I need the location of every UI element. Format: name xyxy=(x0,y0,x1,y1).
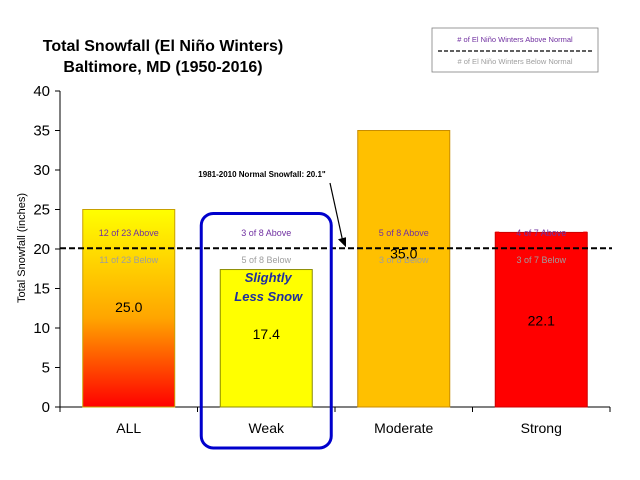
legend-below-label: # of El Niño Winters Below Normal xyxy=(457,57,572,66)
bar-all xyxy=(82,209,176,408)
x-category-label: Weak xyxy=(248,420,285,436)
annotation-line-1: Slightly xyxy=(245,270,293,285)
y-tick-label: 30 xyxy=(33,162,50,179)
bar-moderate xyxy=(357,130,451,408)
normal-snowfall-arrow-shaft xyxy=(329,182,344,243)
y-tick-label: 20 xyxy=(33,241,50,258)
bar-weak xyxy=(219,269,313,408)
above-count-label: 5 of 8 Above xyxy=(379,228,429,238)
bar-value-label: 17.4 xyxy=(253,326,280,342)
above-count-label: 3 of 8 Above xyxy=(241,228,291,238)
y-tick-label: 15 xyxy=(33,281,50,298)
y-tick-label: 40 xyxy=(33,83,50,100)
below-count-label: 3 of 8 Below xyxy=(379,255,429,265)
bar-value-label: 25.0 xyxy=(115,299,142,315)
x-category-label: Strong xyxy=(521,420,562,436)
bar-strong-left-post xyxy=(495,231,500,233)
y-axis-label: Total Snowfall (inches) xyxy=(16,193,28,303)
x-category-label: Moderate xyxy=(374,420,433,436)
bar-value-label: 35.0 xyxy=(390,245,417,261)
axes: 0 5 10 15 20 25 30 35 40 ALL Weak Moderate Strong xyxy=(33,83,611,436)
below-count-label: 3 of 7 Below xyxy=(516,255,566,265)
annotation-line-2: Less Snow xyxy=(234,289,303,304)
bars: 12 of 23 Above 11 of 23 Below 3 of 8 Above… xyxy=(82,130,588,408)
y-tick-label: 10 xyxy=(33,320,50,337)
chart-title-line-2: Baltimore, MD (1950-2016) xyxy=(63,59,262,76)
chart-title-line-1: Total Snowfall (El Niño Winters) xyxy=(43,38,283,55)
x-category-label: ALL xyxy=(116,420,141,436)
normal-snowfall-arrow-head xyxy=(338,237,346,248)
bar-strong-right-post xyxy=(583,231,588,233)
y-tick-label: 0 xyxy=(42,399,50,416)
normal-line-group: 1981-2010 Normal Snowfall: 20.1" xyxy=(60,170,612,250)
legend-above-label: # of El Niño Winters Above Normal xyxy=(457,35,573,44)
legend: # of El Niño Winters Above Normal # of E… xyxy=(431,27,599,73)
legend-box xyxy=(431,27,599,73)
below-count-label: 11 of 23 Below xyxy=(99,255,158,265)
y-tick-label: 25 xyxy=(33,202,50,219)
below-count-label: 5 of 8 Below xyxy=(241,255,291,265)
normal-snowfall-label: 1981-2010 Normal Snowfall: 20.1" xyxy=(198,170,326,179)
bar-value-label: 22.1 xyxy=(528,313,555,329)
weak-highlight-box xyxy=(199,211,333,450)
y-tick-label: 5 xyxy=(42,360,50,377)
above-count-label: 12 of 23 Above xyxy=(99,228,159,238)
y-tick-label: 35 xyxy=(33,123,50,140)
highlight-group: Slightly Less Snow xyxy=(199,211,333,450)
bar-strong xyxy=(494,231,588,408)
above-count-label: 4 of 7 Above xyxy=(516,228,566,238)
